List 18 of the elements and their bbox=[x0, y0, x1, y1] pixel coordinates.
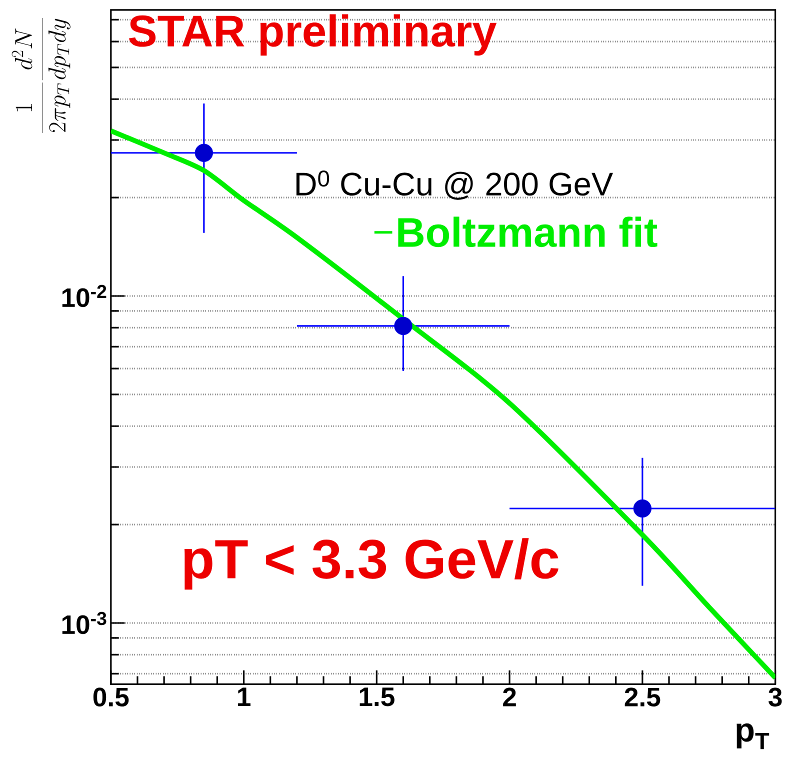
point bbox=[194, 144, 214, 162]
point bbox=[633, 499, 652, 518]
line-series bbox=[110, 128, 776, 680]
x-axis-title: p$_{T}$ bbox=[736, 723, 770, 749]
chart-title: STAR preliminary bbox=[128, 14, 497, 56]
legend-label: Boltzmann fit bbox=[398, 216, 658, 247]
annotation: D$^{0}$ Cu-Cu @ 200 GeV bbox=[296, 170, 613, 200]
x-tick-label: 1.5 bbox=[360, 688, 394, 706]
x-tick-label: 1 bbox=[238, 688, 250, 706]
x-tick-label: 2.5 bbox=[624, 688, 660, 706]
y-tick-label: 10$^{-2}$ bbox=[62, 284, 106, 307]
annotation: pT < 3.3 GeV/c bbox=[184, 538, 558, 590]
x-tick-label: 3 bbox=[768, 688, 782, 706]
x-tick-label: 2 bbox=[503, 688, 516, 706]
x-tick-label: 0.5 bbox=[93, 688, 129, 706]
y-axis-title: $\frac{1}{2\pi p_{T}}\frac{d^{2}N}{dp_{T}dy}$ bbox=[12, 18, 70, 133]
point bbox=[394, 316, 412, 335]
y-tick-label: 10$^{-3}$ bbox=[62, 612, 106, 634]
